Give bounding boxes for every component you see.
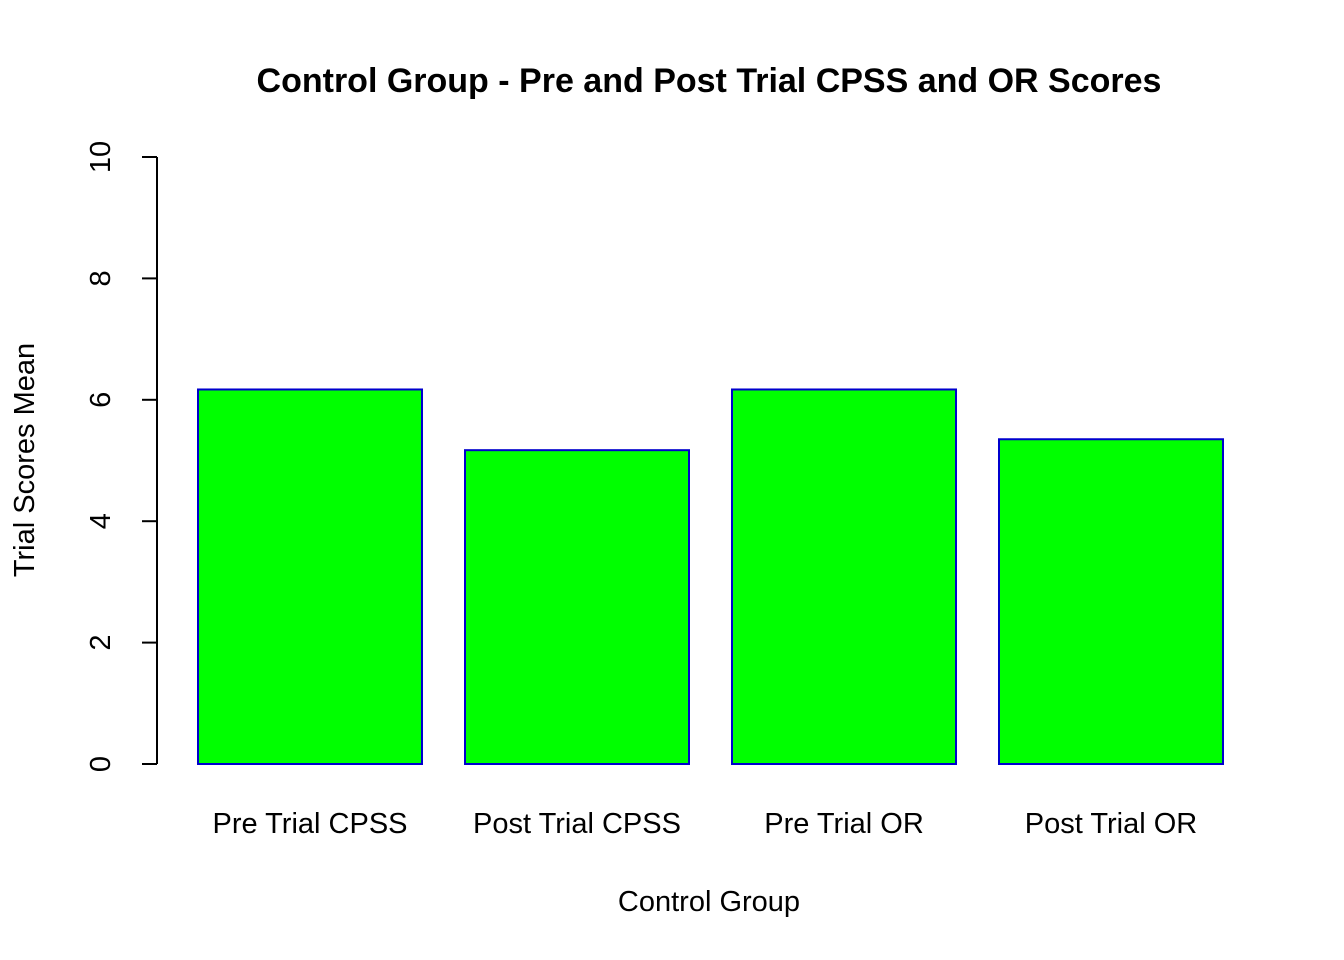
x-tick-label: Post Trial CPSS xyxy=(473,808,681,840)
x-tick-label: Post Trial OR xyxy=(1025,808,1197,840)
y-axis-label: Trial Scores Mean xyxy=(9,343,41,577)
y-tick-label: 4 xyxy=(85,513,117,529)
bars xyxy=(197,388,1224,765)
chart-title: Control Group - Pre and Post Trial CPSS … xyxy=(257,62,1162,100)
y-tick-label: 2 xyxy=(85,635,117,651)
y-axis: 0 2 4 6 8 10 xyxy=(85,141,158,772)
y-tick-label: 8 xyxy=(85,270,117,286)
x-axis-label: Control Group xyxy=(618,886,800,918)
y-tick-label: 0 xyxy=(85,756,117,772)
y-tick-label: 10 xyxy=(85,141,117,173)
bar xyxy=(731,388,957,765)
bar xyxy=(998,438,1224,765)
y-tick-label: 6 xyxy=(85,392,117,408)
x-tick-label: Pre Trial CPSS xyxy=(213,808,408,840)
x-tick-label: Pre Trial OR xyxy=(764,808,924,840)
bar xyxy=(197,388,423,765)
x-tick-labels: Pre Trial CPSS Post Trial CPSS Pre Trial O… xyxy=(213,808,1198,840)
bar xyxy=(464,449,690,765)
